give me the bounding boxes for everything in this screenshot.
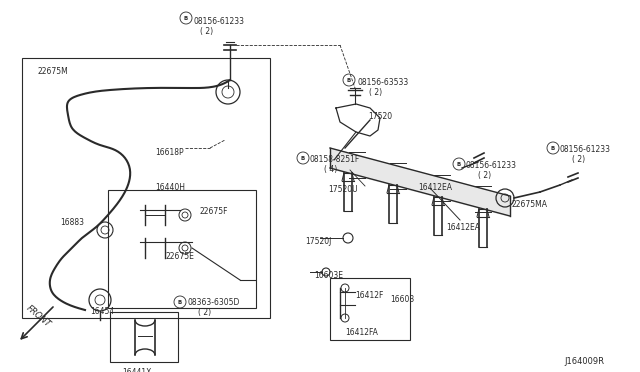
Text: 08158-8251F: 08158-8251F <box>310 155 360 164</box>
Text: 22675MA: 22675MA <box>512 200 548 209</box>
Text: ( 2): ( 2) <box>200 27 213 36</box>
Text: 22675E: 22675E <box>166 252 195 261</box>
Text: 16412EA: 16412EA <box>446 223 480 232</box>
Text: 16603: 16603 <box>390 295 414 304</box>
Text: 17520: 17520 <box>368 112 392 121</box>
Text: 17520J: 17520J <box>305 237 332 246</box>
Text: B: B <box>184 16 188 20</box>
Text: 08363-6305D: 08363-6305D <box>187 298 239 307</box>
Text: 08156-61233: 08156-61233 <box>194 17 245 26</box>
Text: ( 2): ( 2) <box>198 308 211 317</box>
Bar <box>22 58 270 318</box>
Text: 16440H: 16440H <box>155 183 185 192</box>
Text: 16618P: 16618P <box>155 148 184 157</box>
Text: 08156-61233: 08156-61233 <box>560 145 611 154</box>
Text: 16603E: 16603E <box>314 271 343 280</box>
Text: B: B <box>301 155 305 160</box>
Text: 16412F: 16412F <box>355 291 383 300</box>
Text: ( 2): ( 2) <box>572 155 585 164</box>
Text: B: B <box>178 299 182 305</box>
Text: 16441X: 16441X <box>122 368 152 372</box>
Text: 16412FA: 16412FA <box>345 328 378 337</box>
Text: 22675M: 22675M <box>38 67 68 76</box>
Bar <box>330 278 410 340</box>
Text: ( 2): ( 2) <box>478 171 491 180</box>
Text: J164009R: J164009R <box>564 357 604 366</box>
Text: B: B <box>551 145 555 151</box>
Text: 16454: 16454 <box>90 307 115 316</box>
Text: B: B <box>347 77 351 83</box>
Text: ( 4): ( 4) <box>324 165 337 174</box>
Text: 16412EA: 16412EA <box>418 183 452 192</box>
Text: ( 2): ( 2) <box>369 88 382 97</box>
Text: 16883: 16883 <box>60 218 84 227</box>
Text: 22675F: 22675F <box>200 207 228 216</box>
Bar <box>110 312 178 362</box>
Text: FRONT: FRONT <box>24 303 52 329</box>
Text: 08156-63533: 08156-63533 <box>357 78 408 87</box>
Text: B: B <box>457 161 461 167</box>
Text: 17520U: 17520U <box>328 185 358 194</box>
Bar <box>108 190 256 308</box>
Text: 08156-61233: 08156-61233 <box>466 161 517 170</box>
